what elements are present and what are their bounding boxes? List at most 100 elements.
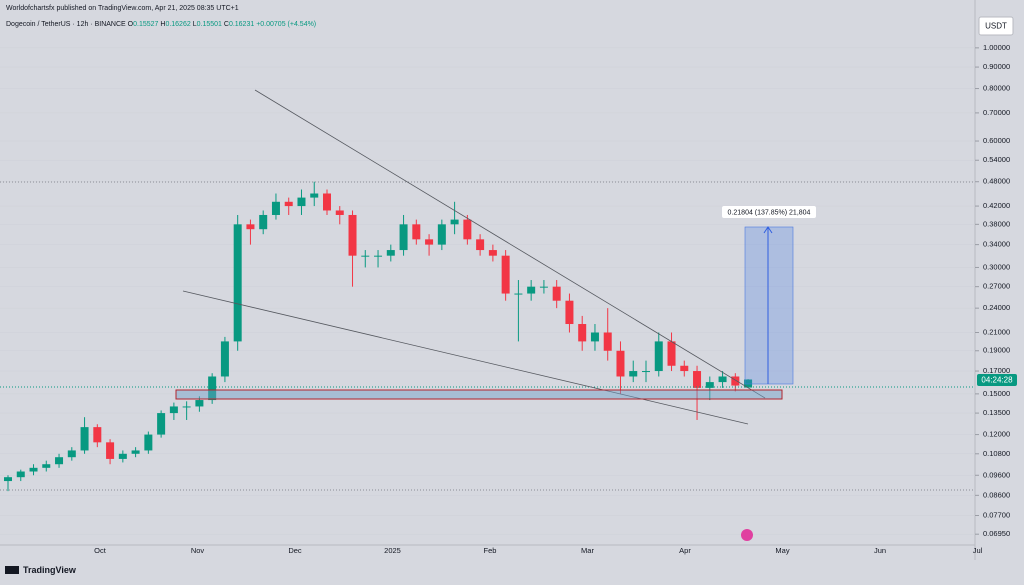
- candle-body: [603, 332, 612, 351]
- candle-body: [488, 250, 497, 256]
- measure-arrowhead: [763, 226, 773, 234]
- y-tick-label: 0.15000: [983, 389, 1010, 398]
- x-tick-label: May: [775, 546, 789, 555]
- candle-body: [629, 371, 638, 377]
- candle-body: [144, 434, 153, 451]
- y-tick-label: 0.30000: [983, 262, 1010, 271]
- l: 0.15501: [197, 21, 222, 28]
- x-tick-label: Apr: [679, 546, 691, 555]
- x-tick-label: Dec: [288, 546, 302, 555]
- candle-body: [157, 413, 166, 435]
- y-tick-label: 0.80000: [983, 84, 1010, 93]
- o-label: O: [128, 21, 134, 28]
- x-tick-label: Oct: [94, 546, 107, 555]
- candle-body: [412, 224, 421, 240]
- candle-body: [310, 193, 319, 198]
- c: 0.16231: [229, 21, 254, 28]
- x-tick-label: Jun: [874, 546, 886, 555]
- candle-body: [552, 286, 561, 301]
- candle-body: [642, 371, 650, 373]
- y-tick-label: 0.12000: [983, 430, 1010, 439]
- y-tick-label: 0.17000: [983, 366, 1010, 375]
- currency-button[interactable]: [978, 16, 1014, 36]
- currency: USDT: [985, 22, 1007, 31]
- candle-body: [348, 214, 357, 256]
- x-tick-label: 2025: [384, 546, 401, 555]
- candle-body: [80, 427, 89, 451]
- candle-body: [4, 477, 12, 482]
- y-tick-label: 1.00000: [983, 43, 1010, 52]
- candle-body: [16, 471, 25, 478]
- candle-body: [195, 400, 204, 407]
- candle-body: [374, 255, 383, 257]
- candle-body: [182, 406, 191, 408]
- candle-body: [297, 197, 306, 207]
- symbol-line: Dogecoin / TetherUS · 12h · BINANCE O0.1…: [6, 21, 316, 28]
- candle-body: [667, 341, 676, 366]
- c-label: C: [224, 21, 229, 28]
- y-tick-label: 0.19000: [983, 346, 1010, 355]
- candle-body: [425, 239, 434, 245]
- candle-body: [476, 239, 485, 251]
- candle-body: [131, 450, 140, 454]
- countdown: 04:24:28: [981, 376, 1013, 385]
- candle-body: [118, 453, 127, 459]
- candle-body: [220, 341, 229, 377]
- candle-body: [744, 379, 753, 388]
- candle-body: [93, 427, 102, 443]
- candle-body: [463, 219, 472, 240]
- measure-box: [744, 226, 794, 385]
- candle-body: [527, 286, 536, 294]
- event-icon[interactable]: [741, 529, 753, 541]
- candle-body: [259, 214, 268, 230]
- candle-body: [246, 224, 255, 230]
- candle-body: [208, 376, 217, 401]
- y-tick-label: 0.70000: [983, 108, 1010, 117]
- candle-body: [169, 406, 178, 414]
- x-tick-label: Jul: [973, 546, 983, 555]
- x-tick-label: Nov: [191, 546, 205, 555]
- brand-logo: [5, 566, 19, 574]
- candle-body: [29, 467, 38, 472]
- candle-body: [616, 350, 625, 377]
- y-tick-label: 0.54000: [983, 155, 1010, 164]
- y-tick-label: 0.07700: [983, 510, 1010, 519]
- candle-body: [654, 341, 663, 372]
- y-tick-label: 0.48000: [983, 177, 1010, 186]
- candle-body: [386, 250, 395, 256]
- candle-body: [718, 376, 727, 383]
- symbol: Dogecoin / TetherUS · 12h · BINANCE: [6, 21, 126, 28]
- h: 0.16262: [165, 21, 190, 28]
- candle-body: [399, 224, 408, 251]
- candle-body: [323, 193, 331, 211]
- y-tick-label: 0.90000: [983, 62, 1010, 71]
- y-tick-label: 0.38000: [983, 219, 1010, 228]
- trend-line: [254, 89, 766, 399]
- candle-body: [67, 450, 76, 458]
- o: 0.15527: [133, 21, 158, 28]
- y-tick-label: 0.60000: [983, 136, 1010, 145]
- candle-body: [680, 365, 689, 372]
- brand: TradingView: [23, 565, 77, 575]
- candle-body: [731, 376, 740, 386]
- candle-body: [284, 201, 293, 207]
- y-tick-label: 0.27000: [983, 282, 1010, 291]
- y-tick-label: 0.13500: [983, 408, 1010, 417]
- y-tick-label: 0.21000: [983, 327, 1010, 336]
- candle-body: [565, 300, 574, 325]
- support-zone: [175, 389, 783, 400]
- candle-body: [106, 442, 115, 459]
- publisher: Worldofchartsfx published on TradingView…: [6, 5, 239, 12]
- candle-body: [55, 457, 64, 465]
- y-tick-label: 0.24000: [983, 303, 1010, 312]
- countdown-tag: [977, 374, 1017, 386]
- y-tick-label: 0.08600: [983, 490, 1010, 499]
- x-tick-label: Mar: [581, 546, 594, 555]
- h-label: H: [160, 21, 165, 28]
- candle-body: [42, 464, 51, 468]
- candle-body: [450, 219, 459, 225]
- trend-line: [182, 290, 749, 425]
- y-tick-label: 0.09600: [983, 470, 1010, 479]
